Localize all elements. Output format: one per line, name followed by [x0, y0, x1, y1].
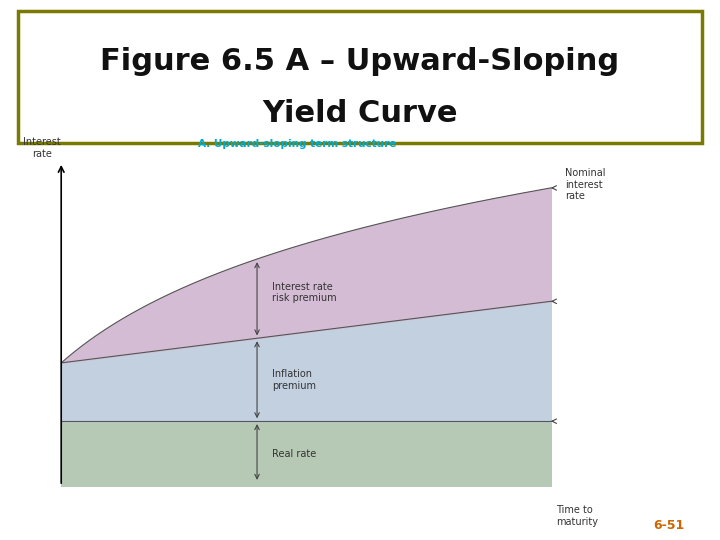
Text: Nominal
interest
rate: Nominal interest rate — [565, 168, 606, 201]
FancyBboxPatch shape — [18, 11, 702, 143]
Text: A. Upward-sloping term structure: A. Upward-sloping term structure — [198, 139, 397, 149]
Text: Real rate: Real rate — [271, 449, 316, 458]
Text: Inflation
premium: Inflation premium — [271, 369, 316, 390]
Text: Figure 6.5 A – Upward-Sloping: Figure 6.5 A – Upward-Sloping — [100, 46, 620, 76]
Text: Yield Curve: Yield Curve — [262, 99, 458, 129]
Text: Interest rate
risk premium: Interest rate risk premium — [271, 281, 336, 303]
Text: Time to
maturity: Time to maturity — [556, 505, 598, 527]
Text: 6-51: 6-51 — [653, 519, 684, 532]
Text: Interest
rate: Interest rate — [23, 137, 60, 159]
